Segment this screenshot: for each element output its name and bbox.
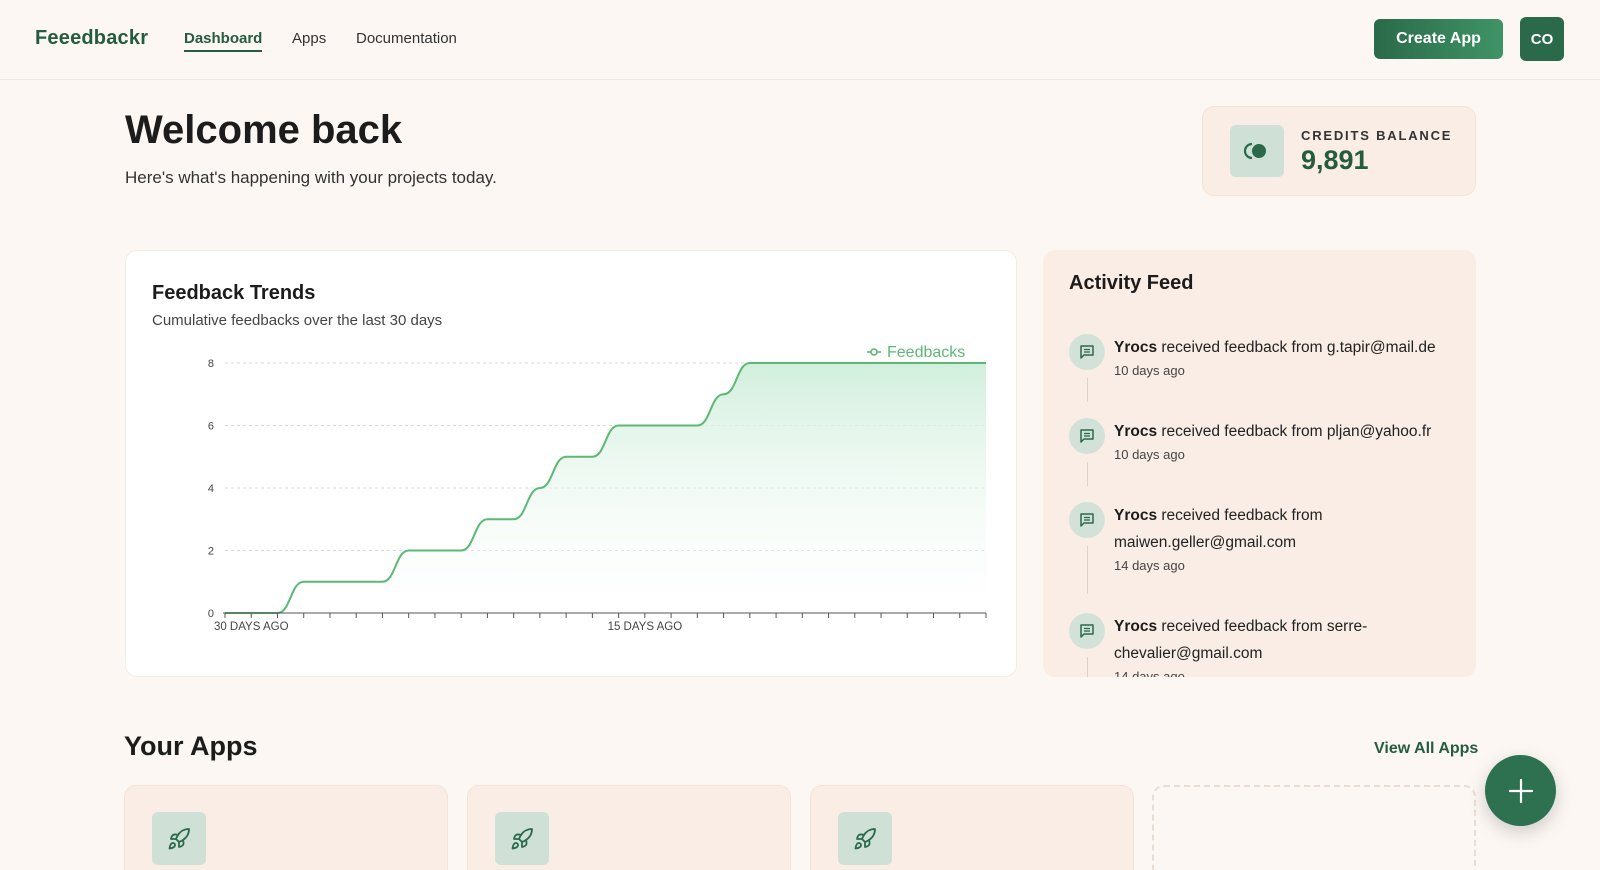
activity-text: Yrocs received feedback from serre-cheva…: [1114, 613, 1469, 667]
activity-item[interactable]: Yrocs received feedback from g.tapir@mai…: [1069, 334, 1469, 418]
add-floating-button[interactable]: [1485, 755, 1556, 826]
app-card[interactable]: [467, 785, 791, 870]
rocket-icon: [495, 812, 549, 865]
activity-description: received feedback from pljan@yahoo.fr: [1157, 423, 1432, 440]
nav-link-dashboard[interactable]: Dashboard: [184, 30, 263, 52]
chart-series-line-feedbacks: [224, 362, 986, 614]
new-app-placeholder-card[interactable]: [1152, 785, 1476, 870]
y-tick-label: 6: [208, 421, 214, 433]
app-card[interactable]: [124, 785, 448, 870]
app-card[interactable]: [810, 785, 1134, 870]
brand-logo[interactable]: Feeedbackr: [35, 27, 149, 49]
activity-item[interactable]: Yrocs received feedback from serre-cheva…: [1069, 613, 1469, 677]
activity-description: received feedback from g.tapir@mail.de: [1157, 339, 1436, 356]
activity-time: 10 days ago: [1114, 363, 1185, 378]
activity-text: Yrocs received feedback from pljan@yahoo…: [1114, 418, 1469, 445]
create-app-button[interactable]: Create App: [1374, 19, 1503, 59]
legend-label-feedbacks: Feedbacks: [887, 344, 965, 361]
credits-label: CREDITS BALANCE: [1301, 128, 1453, 143]
page-title: Welcome back: [125, 108, 403, 152]
your-apps-title: Your Apps: [124, 731, 258, 761]
y-tick-label: 8: [208, 358, 214, 370]
top-navigation: Feeedbackr Dashboard Apps Documentation …: [0, 0, 1600, 80]
feedback-trends-card: Feedback Trends Cumulative feedbacks ove…: [125, 250, 1017, 677]
view-all-apps-link[interactable]: View All Apps: [1374, 740, 1479, 757]
plus-icon: [1508, 778, 1533, 803]
timeline-connector: [1087, 546, 1088, 594]
chart-subtitle: Cumulative feedbacks over the last 30 da…: [152, 312, 443, 329]
timeline-connector: [1087, 378, 1088, 402]
coin-icon: [1230, 125, 1284, 177]
activity-item[interactable]: Yrocs received feedback from pljan@yahoo…: [1069, 418, 1469, 502]
activity-list: Yrocs received feedback from g.tapir@mai…: [1069, 334, 1469, 677]
page-subtitle: Here's what's happening with your projec…: [125, 168, 497, 187]
y-tick-label: 0: [208, 608, 214, 620]
x-tick-label: 30 DAYS AGO: [214, 621, 289, 633]
activity-time: 14 days ago: [1114, 669, 1185, 677]
activity-app-name[interactable]: Yrocs: [1114, 423, 1158, 440]
y-tick-label: 4: [208, 483, 214, 495]
activity-feed-card: Activity Feed Yrocs received feedback fr…: [1043, 250, 1476, 677]
nav-link-apps[interactable]: Apps: [292, 30, 327, 47]
rocket-icon: [838, 812, 892, 865]
credits-value: 9,891: [1301, 145, 1369, 175]
y-tick-label: 2: [208, 546, 214, 558]
activity-time: 14 days ago: [1114, 558, 1185, 573]
activity-description: received feedback from maiwen.geller@gma…: [1114, 507, 1323, 551]
activity-item[interactable]: Yrocs received feedback from maiwen.gell…: [1069, 502, 1469, 613]
activity-app-name[interactable]: Yrocs: [1114, 507, 1158, 524]
chart-legend: Feedbacks: [867, 344, 965, 361]
rocket-icon: [152, 812, 206, 865]
message-icon: [1069, 502, 1105, 538]
message-icon: [1069, 334, 1105, 370]
activity-app-name[interactable]: Yrocs: [1114, 339, 1158, 356]
x-tick-label: 15 DAYS AGO: [608, 621, 683, 633]
activity-text: Yrocs received feedback from maiwen.gell…: [1114, 502, 1469, 556]
message-icon: [1069, 613, 1105, 649]
timeline-connector: [1087, 657, 1088, 677]
feedback-trends-chart: 0 2 4 6 8 30 DAYS AGO 15 DAYS AGO Feedbacks: [208, 344, 987, 633]
nav-link-documentation[interactable]: Documentation: [356, 30, 457, 47]
activity-text: Yrocs received feedback from g.tapir@mai…: [1114, 334, 1469, 361]
credits-balance-card: CREDITS BALANCE 9,891: [1202, 106, 1476, 196]
timeline-connector: [1087, 462, 1088, 486]
activity-app-name[interactable]: Yrocs: [1114, 618, 1158, 635]
activity-description: received feedback from serre-chevalier@g…: [1114, 618, 1368, 662]
message-icon: [1069, 418, 1105, 454]
activity-time: 10 days ago: [1114, 447, 1185, 462]
user-avatar[interactable]: CO: [1520, 17, 1564, 61]
activity-feed-title: Activity Feed: [1069, 272, 1194, 294]
chart-title: Feedback Trends: [152, 282, 316, 304]
